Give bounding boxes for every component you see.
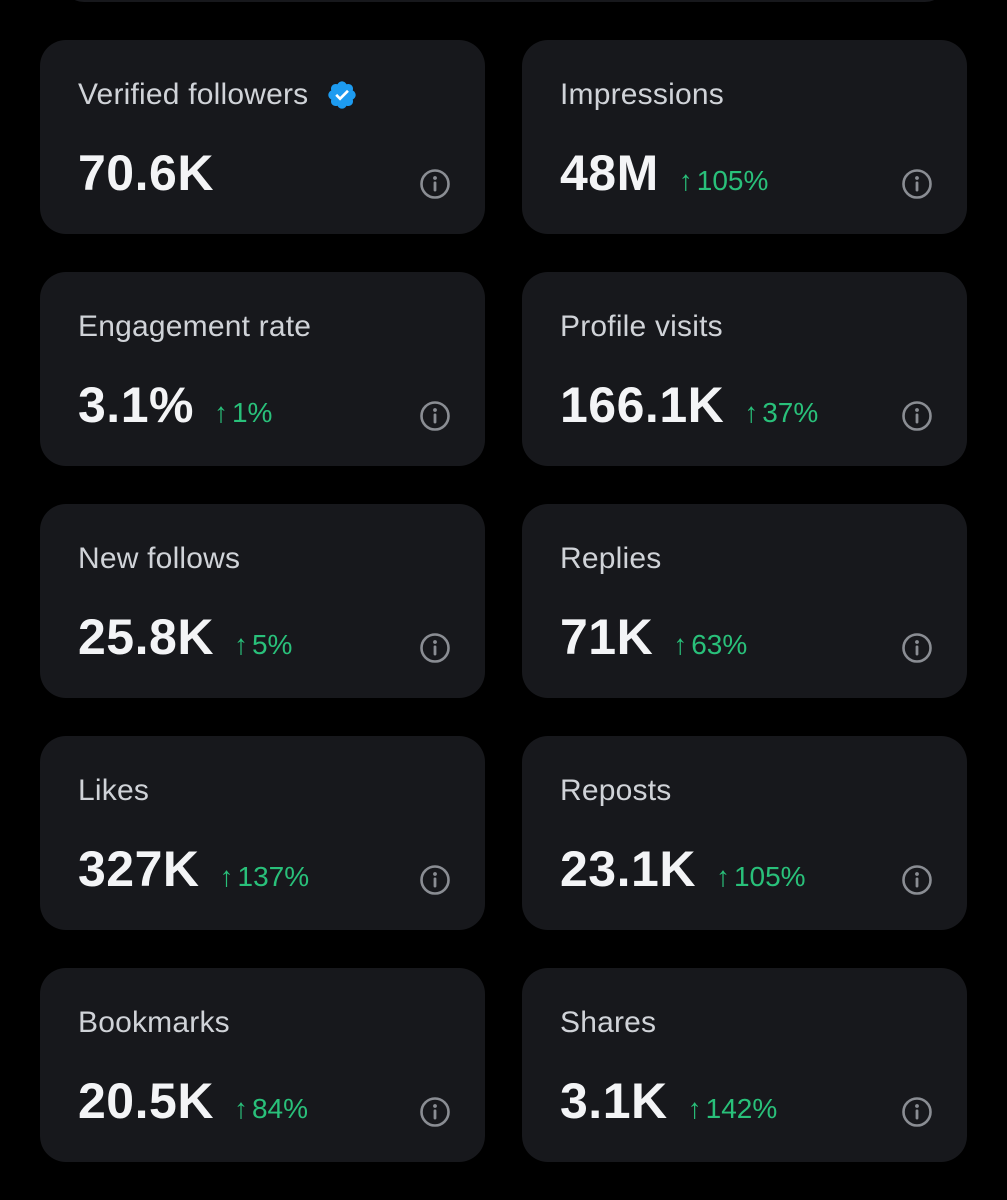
metric-value-row: 23.1K ↑ 105% (560, 840, 806, 898)
metric-label: Likes (78, 774, 150, 807)
metric-change-value: 5% (251, 629, 293, 660)
metric-change: ↑ 142% (688, 1093, 778, 1125)
info-icon[interactable] (901, 168, 933, 200)
metric-value: 23.1K (560, 841, 696, 897)
metric-value-row: 71K ↑ 63% (560, 608, 747, 666)
info-icon[interactable] (419, 1096, 451, 1128)
metric-card-replies[interactable]: Replies 71K ↑ 63% (522, 504, 967, 698)
info-icon[interactable] (901, 1096, 933, 1128)
metric-value: 25.8K (78, 609, 214, 665)
arrow-up-icon: ↑ (219, 861, 234, 892)
metric-value: 70.6K (78, 145, 214, 201)
metric-value: 3.1% (78, 377, 194, 433)
metric-value: 3.1K (560, 1073, 668, 1129)
arrow-up-icon: ↑ (687, 1093, 702, 1124)
metric-value-row: 3.1% ↑ 1% (78, 376, 272, 434)
metric-change: ↑ 5% (234, 629, 292, 661)
metric-value: 71K (560, 609, 654, 665)
metric-value-row: 327K ↑ 137% (78, 840, 309, 898)
metric-value-row: 3.1K ↑ 142% (560, 1072, 777, 1130)
info-icon[interactable] (419, 864, 451, 896)
previous-card-edge (62, 0, 947, 2)
metric-change: ↑ 105% (716, 861, 806, 893)
metric-label: Verified followers (78, 78, 358, 112)
metric-change-value: 105% (696, 165, 769, 196)
metric-change-value: 37% (762, 397, 819, 428)
metric-value-row: 166.1K ↑ 37% (560, 376, 818, 434)
metric-change-value: 63% (691, 629, 748, 660)
metric-change: ↑ 63% (673, 629, 747, 661)
metric-value-row: 20.5K ↑ 84% (78, 1072, 308, 1130)
metric-label: Reposts (560, 774, 672, 807)
info-icon[interactable] (419, 400, 451, 432)
metric-value: 327K (78, 841, 200, 897)
verified-badge-icon (328, 81, 357, 109)
arrow-up-icon: ↑ (678, 165, 693, 196)
metric-change-value: 142% (705, 1093, 778, 1124)
info-icon[interactable] (901, 400, 933, 432)
metric-change-value: 137% (237, 861, 310, 892)
metric-label-text: Verified followers (78, 78, 309, 111)
metric-change: ↑ 105% (679, 165, 769, 197)
info-icon[interactable] (419, 168, 451, 200)
metrics-grid: Verified followers 70.6K Impressions 48M… (40, 40, 967, 1162)
info-icon[interactable] (901, 632, 933, 664)
metric-change: ↑ 84% (234, 1093, 308, 1125)
metric-label: Shares (560, 1006, 657, 1039)
metric-card-new-follows[interactable]: New follows 25.8K ↑ 5% (40, 504, 485, 698)
metric-card-likes[interactable]: Likes 327K ↑ 137% (40, 736, 485, 930)
info-icon[interactable] (419, 632, 451, 664)
metric-label: Impressions (560, 78, 724, 111)
info-icon[interactable] (901, 864, 933, 896)
metric-value: 48M (560, 145, 659, 201)
metric-card-shares[interactable]: Shares 3.1K ↑ 142% (522, 968, 967, 1162)
metric-card-bookmarks[interactable]: Bookmarks 20.5K ↑ 84% (40, 968, 485, 1162)
metric-card-reposts[interactable]: Reposts 23.1K ↑ 105% (522, 736, 967, 930)
arrow-up-icon: ↑ (233, 629, 248, 660)
metric-value: 20.5K (78, 1073, 214, 1129)
arrow-up-icon: ↑ (673, 629, 688, 660)
metric-value-row: 48M ↑ 105% (560, 144, 768, 202)
metric-card-verified-followers[interactable]: Verified followers 70.6K (40, 40, 485, 234)
arrow-up-icon: ↑ (213, 397, 228, 428)
metric-change-value: 84% (251, 1093, 308, 1124)
metric-value: 166.1K (560, 377, 725, 433)
arrow-up-icon: ↑ (233, 1093, 248, 1124)
arrow-up-icon: ↑ (744, 397, 759, 428)
metric-value-row: 70.6K (78, 144, 214, 202)
metric-card-profile-visits[interactable]: Profile visits 166.1K ↑ 37% (522, 272, 967, 466)
metric-change-value: 105% (733, 861, 806, 892)
arrow-up-icon: ↑ (715, 861, 730, 892)
metric-change-value: 1% (231, 397, 273, 428)
metric-card-impressions[interactable]: Impressions 48M ↑ 105% (522, 40, 967, 234)
metric-label: Bookmarks (78, 1006, 230, 1039)
metric-label: Profile visits (560, 310, 723, 343)
metric-label: Replies (560, 542, 662, 575)
metric-value-row: 25.8K ↑ 5% (78, 608, 292, 666)
metric-change: ↑ 137% (220, 861, 310, 893)
metric-card-engagement-rate[interactable]: Engagement rate 3.1% ↑ 1% (40, 272, 485, 466)
metric-label: Engagement rate (78, 310, 312, 343)
metric-change: ↑ 1% (214, 397, 272, 429)
metric-label: New follows (78, 542, 241, 575)
metric-change: ↑ 37% (744, 397, 818, 429)
